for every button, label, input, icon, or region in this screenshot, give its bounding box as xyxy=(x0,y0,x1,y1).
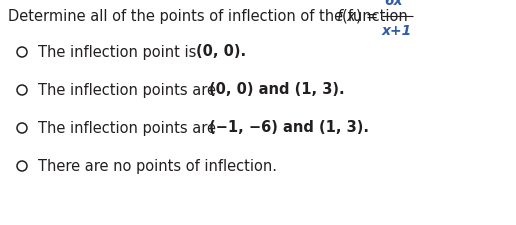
Text: (0, 0) and (1, 3).: (0, 0) and (1, 3). xyxy=(209,83,345,97)
Text: 6x: 6x xyxy=(384,0,402,8)
Text: (−1, −6) and (1, 3).: (−1, −6) and (1, 3). xyxy=(209,121,369,135)
Text: The inflection points are: The inflection points are xyxy=(38,83,221,97)
Text: There are no points of inflection.: There are no points of inflection. xyxy=(38,158,277,173)
Text: $\it{f}$$\it{(x)}$ =: $\it{f}$$\it{(x)}$ = xyxy=(336,7,380,25)
Text: x+1: x+1 xyxy=(382,24,412,38)
Text: Determine all of the points of inflection of the function: Determine all of the points of inflectio… xyxy=(8,9,412,23)
Text: The inflection point is: The inflection point is xyxy=(38,45,201,59)
Text: (0, 0).: (0, 0). xyxy=(196,45,246,59)
Text: The inflection points are: The inflection points are xyxy=(38,121,221,135)
